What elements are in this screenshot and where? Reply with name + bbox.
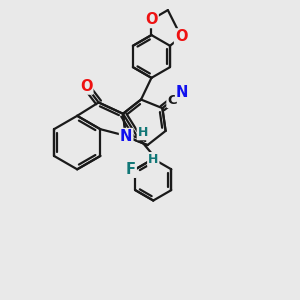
Text: N: N bbox=[120, 129, 132, 144]
Text: O: O bbox=[80, 79, 92, 94]
Text: N: N bbox=[176, 85, 188, 100]
Text: F: F bbox=[126, 162, 136, 177]
Text: H: H bbox=[138, 126, 148, 139]
Text: O: O bbox=[175, 29, 188, 44]
Text: O: O bbox=[145, 12, 158, 27]
Text: C: C bbox=[167, 94, 177, 107]
Text: H: H bbox=[148, 153, 158, 166]
